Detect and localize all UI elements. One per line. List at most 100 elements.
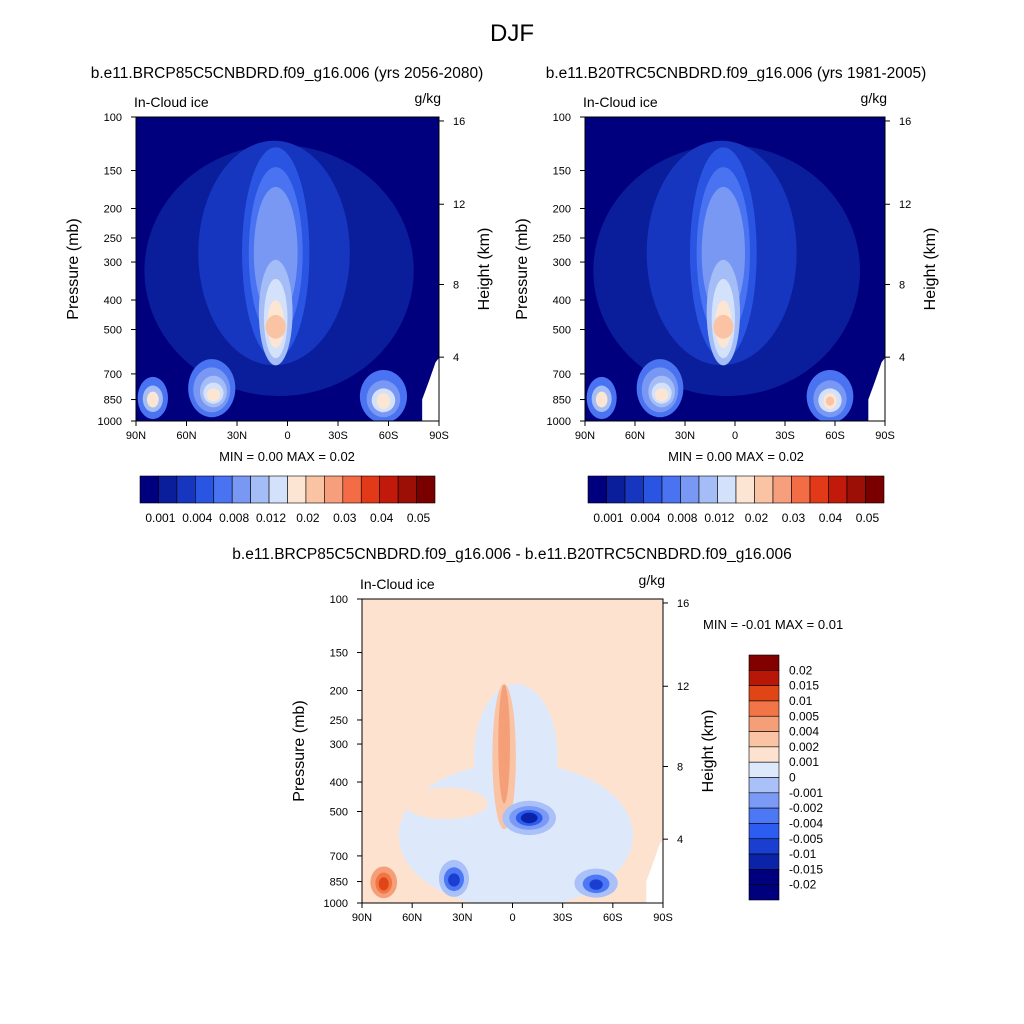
y-right-tick-label: 8 [453,280,459,292]
colorbar-label: 0.008 [667,511,697,525]
colorbar-label: 0.02 [296,511,320,525]
colorbar-swatch [748,792,780,809]
units-label: g/kg [639,572,665,588]
x-tick-label: 60S [603,912,623,924]
min-max-label: MIN = -0.01 MAX = 0.01 [703,617,843,632]
y-tick-label: 700 [553,369,571,381]
y-axis-right-label: Height (km) [476,228,493,311]
colorbar-label: 0.002 [789,740,819,754]
colorbar-label: 0.004 [789,725,819,739]
y-tick-label: 500 [104,324,122,336]
y-right-tick-label: 4 [677,834,683,846]
tropical-ice-max [265,314,286,339]
y-right-tick-label: 4 [899,352,905,364]
colorbar-swatch [748,807,780,824]
positive-patch [403,787,488,820]
units-label: g/kg [415,90,441,106]
colorbar-swatch [748,777,780,794]
colorbar-swatch [698,475,718,504]
colorbar-label: 0.012 [704,511,734,525]
colorbar-swatch [624,475,644,504]
y-right-tick-label: 4 [453,352,459,364]
colorbar-swatch [748,731,780,748]
y-tick-label: 700 [330,851,348,863]
y-right-tick-label: 16 [453,116,465,128]
y-tick-label: 400 [104,295,122,307]
colorbar-swatch [748,746,780,763]
x-tick-label: 90S [875,430,895,442]
colorbar-swatch [342,475,362,504]
negative-nh-level-3 [448,873,460,887]
y-axis-label: Pressure (mb) [65,218,82,319]
x-tick-label: 90S [653,912,673,924]
x-tick-label: 60N [625,430,645,442]
positive-polar-level-3 [378,877,389,891]
y-right-tick-label: 12 [677,681,689,693]
y-axis-right-label: Height (km) [700,710,717,793]
contour-panel-1: b.e11.BRCP85C5CNBDRD.f09_g16.006 (yrs 20… [65,65,493,464]
y-axis-right-label: Height (km) [922,228,939,311]
min-max-label: MIN = 0.00 MAX = 0.02 [219,449,355,464]
y-tick-label: 850 [553,395,571,407]
sh-ocean-level-4 [376,393,391,410]
colorbar-swatch [195,475,215,504]
panel-title: b.e11.B20TRC5CNBDRD.f09_g16.006 (yrs 198… [546,65,927,82]
topography-mask [422,357,439,421]
variable-label: In-Cloud ice [360,576,435,592]
colorbar-label: 0.05 [856,511,880,525]
y-axis-label: Pressure (mb) [514,218,531,319]
colorbar-swatch [748,884,780,901]
variable-label: In-Cloud ice [583,94,658,110]
colorbar-label: 0.001 [593,511,623,525]
y-tick-label: 250 [553,233,571,245]
nh-midlat-level-5 [206,388,221,402]
colorbar-swatch [717,475,737,504]
colorbar-swatch [791,475,811,504]
y-tick-label: 200 [104,204,122,216]
colorbar-swatch [231,475,251,504]
x-tick-label: 0 [284,430,290,442]
colorbar-swatch [748,670,780,686]
contour-fills [362,599,663,903]
nh-midlat-level-5 [655,388,669,402]
colorbar-label: 0.001 [789,755,819,769]
colorbar-label: 0.008 [219,511,249,525]
y-tick-label: 500 [553,324,571,336]
y-tick-label: 150 [330,648,348,660]
colorbar-label: 0 [789,771,796,785]
y-tick-label: 100 [330,594,348,606]
x-tick-label: 90N [352,912,372,924]
colorbar-swatch [250,475,270,504]
colorbar-label: -0.002 [789,801,823,815]
x-tick-label: 90N [575,430,595,442]
contour-panel-3: b.e11.BRCP85C5CNBDRD.f09_g16.006 - b.e11… [232,546,843,924]
colorbar-swatch [772,475,792,504]
y-tick-label: 150 [553,166,571,178]
colorbar-swatch [748,838,780,855]
colorbar-swatch [268,475,288,504]
y-right-tick-label: 8 [899,280,905,292]
contour-fills [136,117,439,421]
colorbar-label: -0.004 [789,816,823,830]
y-tick-label: 300 [104,257,122,269]
colorbar-swatch [416,475,436,504]
colorbar-swatch [587,475,607,504]
y-tick-label: 400 [330,777,348,789]
colorbar-label: 0.004 [182,511,212,525]
x-tick-label: 60N [176,430,196,442]
colorbar-1: 0.001 0.004 0.008 0.012 0.02 0.03 0.04 0.05 [139,475,436,525]
y-tick-label: 300 [330,739,348,751]
variable-label: In-Cloud ice [134,94,209,110]
y-tick-label: 250 [104,233,122,245]
colorbar-label: -0.01 [789,847,817,861]
colorbar-label: 0.005 [789,709,819,723]
tropical-ice-max [713,314,734,339]
negative-sh-level-3 [589,879,603,890]
colorbar-swatch [748,715,780,732]
colorbar-label: 0.04 [819,511,843,525]
colorbar-swatch [748,700,780,717]
colorbar-label: 0.012 [256,511,286,525]
colorbar-label: -0.02 [789,878,817,892]
y-tick-label: 200 [330,686,348,698]
